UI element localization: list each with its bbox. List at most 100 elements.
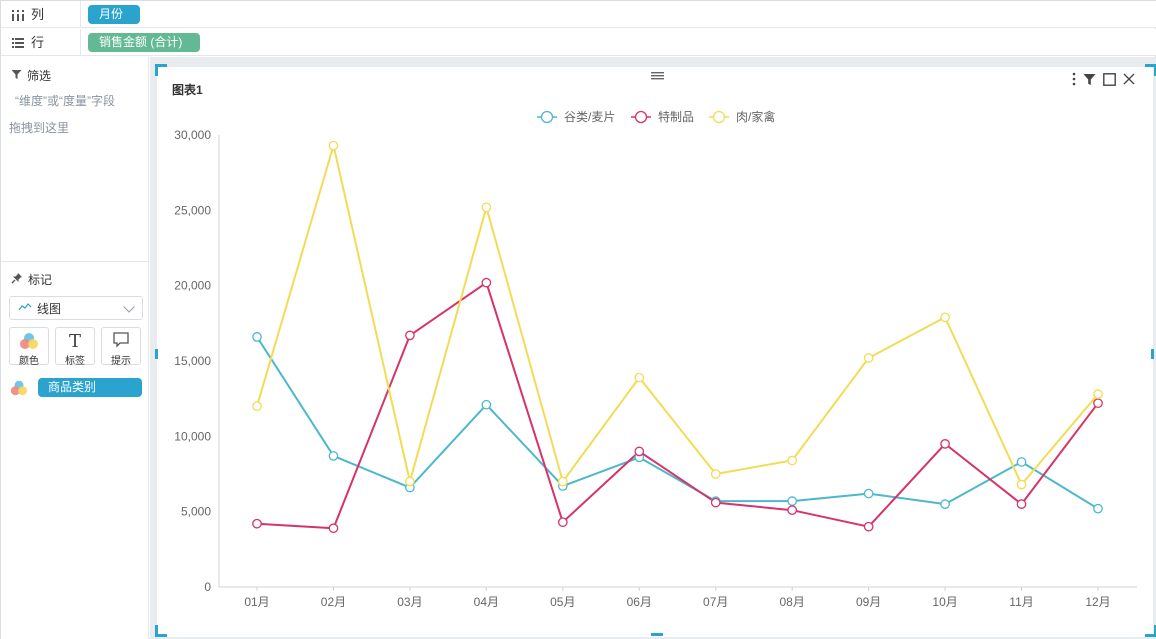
columns-label-text: 列 <box>31 7 45 22</box>
y-tick-label: 5,000 <box>181 505 211 519</box>
columns-shelf-label: 列 <box>11 1 81 28</box>
maximize-icon[interactable] <box>1103 72 1116 88</box>
data-point <box>1093 398 1103 409</box>
color-button-label: 颜色 <box>19 356 39 367</box>
rows-icon <box>11 36 25 50</box>
filter-icon[interactable] <box>1083 73 1096 88</box>
series-line-1 <box>256 336 1099 510</box>
legend-label: 肉/家禽 <box>736 109 775 124</box>
y-tick-label: 20,000 <box>174 279 211 293</box>
drag-handle-icon[interactable] <box>651 69 664 80</box>
more-icon[interactable] <box>1072 72 1076 88</box>
month-field-pill[interactable]: 月份 <box>88 5 140 24</box>
data-point <box>863 353 874 363</box>
resize-handle-right[interactable] <box>1151 349 1154 359</box>
data-point <box>481 202 492 213</box>
data-point <box>557 476 568 487</box>
rows-shelf-label: 行 <box>11 29 81 56</box>
data-point <box>787 496 798 506</box>
tooltip-icon <box>102 331 140 352</box>
color-button[interactable]: 颜色 <box>9 327 49 367</box>
data-point <box>787 505 798 516</box>
resize-handle-bottom[interactable] <box>651 633 663 636</box>
x-tick-label: 02月 <box>321 595 346 609</box>
data-point <box>1016 499 1027 509</box>
data-point <box>481 277 492 288</box>
data-point <box>1016 479 1027 490</box>
data-point <box>634 372 645 383</box>
label-button-label: 标签 <box>65 356 85 367</box>
left-panel: 筛选 “维度”或“度量”字段 拖拽到这里 标记 线图 颜色 T 标签 <box>1 57 149 639</box>
columns-icon <box>11 8 25 22</box>
legend-label: 谷类/麦片 <box>564 110 615 124</box>
resize-handle-bottom-left[interactable] <box>155 625 167 637</box>
close-icon[interactable] <box>1123 73 1135 87</box>
data-point <box>863 521 874 532</box>
data-point <box>405 476 415 487</box>
data-point <box>328 140 339 151</box>
label-button[interactable]: T 标签 <box>55 327 95 367</box>
chevron-down-icon <box>123 301 135 313</box>
data-point <box>1016 457 1027 467</box>
pin-icon <box>11 272 23 287</box>
data-point <box>1093 389 1103 399</box>
data-point <box>940 439 950 449</box>
data-point <box>1093 503 1103 514</box>
legend-marker <box>712 110 726 124</box>
data-point <box>252 518 262 529</box>
y-tick-label: 25,000 <box>174 203 211 217</box>
data-point <box>481 399 492 410</box>
resize-handle-top-right[interactable] <box>1145 64 1156 76</box>
chart-title[interactable]: 图表1 <box>172 83 203 97</box>
filter-drop-hint[interactable]: “维度”或“度量”字段 <box>15 94 115 108</box>
color-legend-icon <box>10 379 28 400</box>
resize-handle-top-left[interactable] <box>155 64 167 76</box>
x-tick-label: 09月 <box>856 595 881 609</box>
chart-toolbar <box>1072 72 1135 88</box>
x-tick-label: 07月 <box>703 595 728 609</box>
data-point <box>710 469 721 479</box>
data-point <box>405 330 415 341</box>
legend-marker <box>634 110 648 124</box>
mark-type-select[interactable]: 线图 <box>9 296 143 320</box>
y-tick-label: 15,000 <box>174 354 211 368</box>
mark-type-value: 线图 <box>37 301 62 316</box>
y-tick-label: 0 <box>204 580 211 594</box>
y-tick-label: 30,000 <box>174 128 211 142</box>
data-point <box>328 523 339 534</box>
resize-handle-left[interactable] <box>155 349 158 359</box>
rows-shelf: 行 销售金额 (合计) <box>1 29 1156 56</box>
data-point <box>634 446 645 457</box>
data-point <box>328 451 339 461</box>
filter-drop-hint-2[interactable]: 拖拽到这里 <box>9 121 70 135</box>
chart-card[interactable] <box>157 67 1153 637</box>
legend-marker <box>540 110 554 124</box>
tooltip-button[interactable]: 提示 <box>101 327 141 367</box>
columns-shelf: 列 月份 <box>1 1 1156 28</box>
filter-section-title: 筛选 <box>11 67 51 84</box>
x-tick-label: 11月 <box>1009 595 1033 609</box>
resize-handle-bottom-right[interactable] <box>1145 625 1156 637</box>
line-chart[interactable]: 0 5,000 10,000 15,000 20,000 25,000 30,000 01月 0… <box>157 101 1153 621</box>
category-field-pill[interactable]: 商品类别 <box>38 378 142 397</box>
marks-title-text: 标记 <box>28 273 53 287</box>
filter-title-text: 筛选 <box>27 69 52 83</box>
rows-label-text: 行 <box>31 35 45 50</box>
x-tick-label: 06月 <box>627 595 652 609</box>
data-point <box>557 517 568 528</box>
data-point <box>940 499 950 509</box>
sales-amount-pill[interactable]: 销售金额 (合计) <box>88 33 200 52</box>
marks-section-title: 标记 <box>11 271 52 288</box>
filter-icon <box>11 69 22 83</box>
tooltip-button-label: 提示 <box>111 356 131 367</box>
x-tick-label: 12月 <box>1085 595 1110 609</box>
line-chart-icon <box>18 301 32 315</box>
data-point <box>787 455 798 466</box>
data-point <box>863 488 874 499</box>
color-icon <box>10 331 48 352</box>
y-tick-label: 10,000 <box>174 429 211 443</box>
data-point <box>710 497 721 508</box>
text-icon: T <box>68 331 81 352</box>
data-point <box>940 312 950 323</box>
